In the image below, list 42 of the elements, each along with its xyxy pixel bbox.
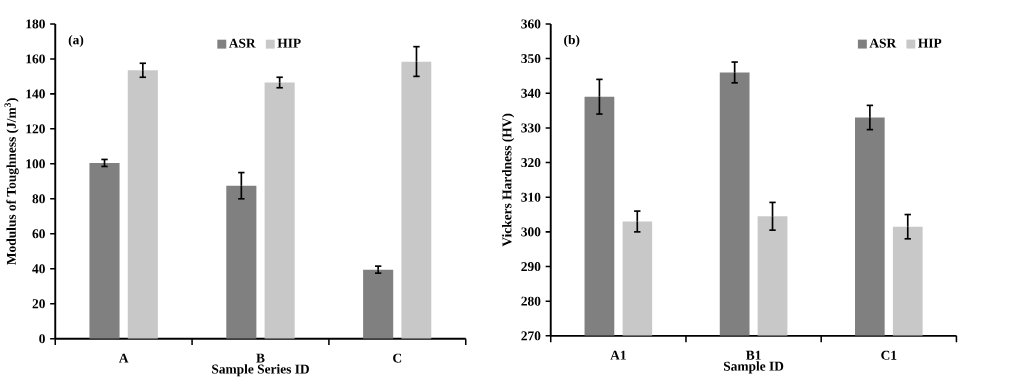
bar [89, 162, 120, 339]
bar [264, 82, 295, 339]
y-axis-title: Modulus of Toughness (J/m$^{3}$) [4, 97, 19, 265]
x-tick-label: A1 [610, 350, 626, 360]
x-axis-title: Sample ID [723, 361, 784, 374]
y-tick-label: 330 [521, 123, 541, 133]
x-tick-label: A [118, 353, 129, 363]
bar [363, 269, 394, 339]
x-tick-label: C [393, 353, 402, 363]
y-tick-label: 180 [26, 19, 45, 29]
annotation: (b) [564, 34, 580, 47]
y-tick-label: 140 [26, 89, 45, 99]
y-tick-label: 80 [32, 194, 45, 204]
annotation: (a) [68, 34, 84, 47]
bar [401, 61, 432, 339]
y-tick-label: 290 [521, 261, 541, 271]
y-axis-title: Vickers Hardness (HV) [502, 113, 515, 247]
y-tick-label: 270 [521, 331, 541, 341]
legend-label: HIP [918, 38, 942, 48]
y-tick-label: 280 [521, 296, 541, 306]
x-tick-label: B [256, 353, 265, 363]
y-tick-label: 360 [521, 19, 541, 29]
y-tick-label: 40 [32, 264, 45, 274]
legend-label: ASR [228, 38, 256, 48]
bar [127, 70, 158, 339]
legend-label: HIP [277, 38, 301, 48]
y-tick-label: 120 [26, 124, 45, 134]
legend-label: ASR [869, 38, 897, 48]
x-axis-title: Sample Series ID [212, 363, 309, 377]
y-tick-label: 350 [521, 53, 541, 63]
bar [226, 185, 257, 339]
y-tick-label: 20 [32, 298, 45, 309]
y-tick-label: 340 [521, 88, 541, 98]
y-tick-label: 300 [521, 227, 541, 237]
y-tick-label: 310 [521, 192, 541, 202]
y-tick-label: 60 [32, 229, 45, 239]
y-tick-label: 160 [26, 54, 45, 64]
x-tick-label: B1 [745, 350, 761, 360]
y-tick-label: 100 [26, 159, 45, 169]
y-tick-label: 320 [521, 157, 541, 167]
y-tick-label: 0 [39, 333, 45, 344]
x-tick-label: C1 [881, 350, 897, 360]
